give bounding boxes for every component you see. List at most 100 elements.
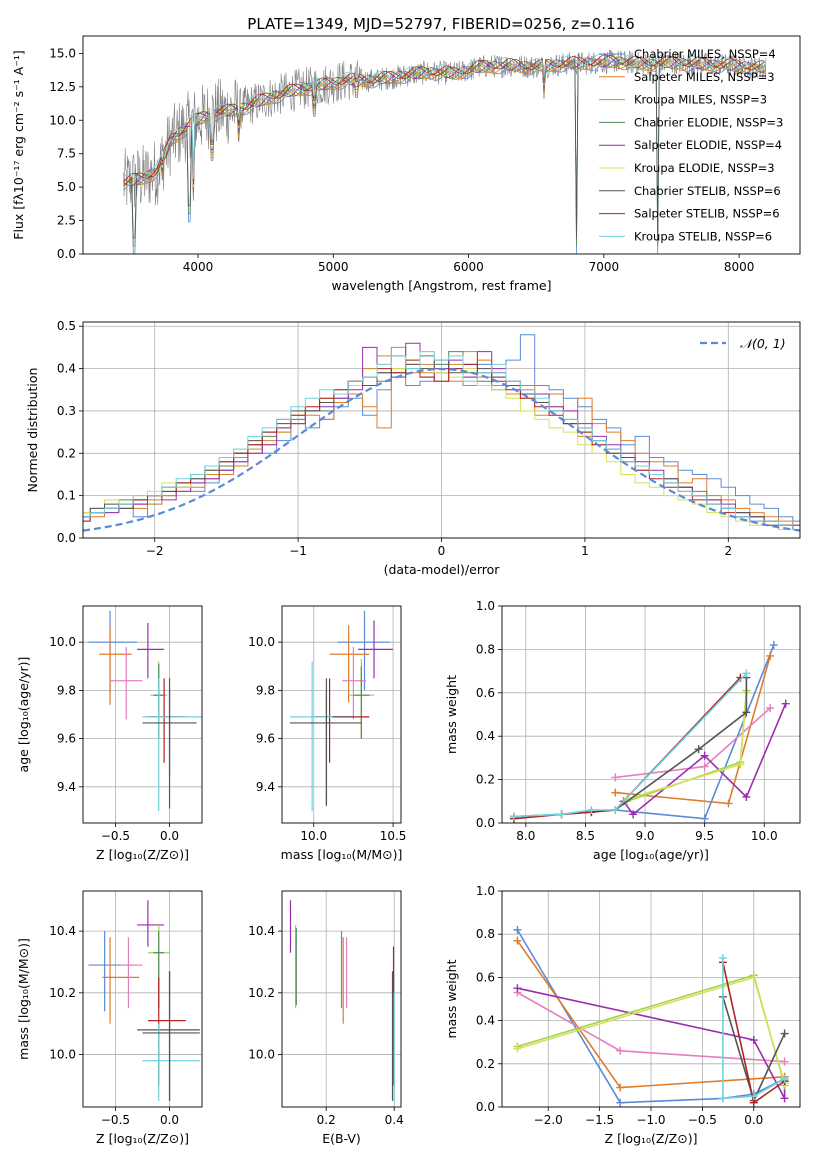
histogram-chabrier_elodie (83, 351, 800, 530)
series-line-pink (615, 707, 771, 779)
y-tick-label: 0.2 (476, 1057, 495, 1071)
figure-title: PLATE=1349, MJD=52797, FIBERID=0256, z=0… (247, 15, 634, 33)
panel-mass_vs_ebv: 0.2 0.4 10.0 10.2 10.4 E(B-V) (248, 890, 404, 1146)
point-marker (749, 1036, 758, 1045)
point-marker (742, 708, 751, 717)
point-marker (742, 669, 751, 678)
point-marker (700, 814, 709, 823)
y-tick-label: 9.8 (256, 683, 275, 697)
panel-age_vs_z: −0.5 0.0 9.4 9.6 9.8 10.0 Z [log₁₀(Z/Z⊙)] age [… (16, 605, 203, 862)
legend-label: Salpeter ELODIE, NSSP=4 (634, 138, 782, 152)
x-axis-label: E(B-V) (322, 1131, 361, 1146)
normal-curve (83, 367, 800, 532)
axes-frame (82, 35, 801, 255)
series-line-kroupa_stelib (722, 958, 785, 1100)
point-marker (781, 699, 790, 708)
histogram-salpeter_stelib (83, 359, 800, 530)
y-tick-label: 0.0 (476, 1100, 495, 1114)
axes-frame (281, 890, 402, 1108)
panel-age_vs_mass: 10.0 10.5 9.4 9.6 9.8 10.0 mass [log₁₀(M/M⊙)] (248, 605, 406, 862)
legend-label: Salpeter STELIB, NSSP=6 (634, 207, 780, 221)
y-tick-label: 10.4 (248, 924, 275, 938)
y-tick-label: 0.4 (476, 1014, 495, 1028)
point-marker (616, 1046, 625, 1055)
point-marker (724, 799, 733, 808)
axes-frame (82, 321, 801, 539)
y-tick-label: 0.5 (57, 319, 76, 333)
series-line-kroupa_stelib (513, 672, 747, 818)
x-tick-label: −1 (289, 544, 307, 558)
model-line-salpeter_stelib (123, 54, 765, 183)
legend-label: Salpeter MILES, NSSP=3 (634, 70, 775, 84)
y-tick-label: 10.0 (49, 113, 76, 127)
y-tick-label: 7.5 (57, 147, 76, 161)
y-axis-label: Normed distribution (25, 368, 40, 493)
point-marker (749, 973, 758, 982)
x-tick-label: 8000 (724, 260, 755, 274)
plot-area (83, 334, 800, 532)
point-marker (513, 925, 522, 934)
y-axis-label: age [log₁₀(age/yr)] (16, 657, 31, 773)
x-tick-label: −0.5 (688, 1113, 717, 1127)
x-axis-label: wavelength [Angstrom, rest frame] (331, 278, 551, 293)
spectrum-data-line (123, 49, 767, 208)
plot-area (513, 925, 789, 1107)
panel-spectrum: 4000 5000 6000 7000 8000 0.0 2.5 5.0 7.5 10.0 12.5… (11, 35, 801, 293)
y-tick-label: 12.5 (49, 80, 76, 94)
y-tick-label: 0.4 (476, 729, 495, 743)
x-tick-label: 9.5 (695, 829, 714, 843)
histogram-salpeter_elodie (83, 342, 800, 526)
y-tick-label: 0.0 (57, 247, 76, 261)
x-axis-label: Z [log₁₀(Z/Z⊙)] (96, 847, 189, 862)
axes-frame (82, 890, 203, 1108)
point-marker (780, 1094, 789, 1103)
y-tick-label: 9.6 (256, 732, 275, 746)
y-tick-label: 0.3 (57, 404, 76, 418)
histogram-kroupa_stelib (83, 351, 800, 530)
legend-label: 𝒩(0, 1) (740, 336, 786, 351)
x-tick-label: 0.2 (317, 1113, 336, 1127)
y-tick-label: 0.0 (476, 816, 495, 830)
y-tick-label: 10.4 (49, 924, 76, 938)
y-tick-label: 0.2 (57, 446, 76, 460)
point-marker (629, 810, 638, 819)
point-marker (769, 641, 778, 650)
y-tick-label: 0.6 (476, 686, 495, 700)
point-marker (557, 810, 566, 819)
model-line-kroupa_stelib (123, 53, 766, 180)
y-tick-label: 1.0 (476, 884, 495, 898)
model-line-chabrier_miles (123, 59, 765, 254)
plot-area (289, 900, 395, 1101)
x-tick-label: 8.5 (576, 829, 595, 843)
x-tick-label: 10.0 (751, 829, 778, 843)
point-marker (780, 1074, 789, 1083)
legend-label: Chabrier ELODIE, NSSP=3 (634, 115, 783, 129)
y-tick-label: 10.0 (248, 1048, 275, 1062)
point-marker (611, 788, 620, 797)
x-tick-label: −1.5 (585, 1113, 614, 1127)
y-tick-label: 0.4 (57, 362, 76, 376)
point-marker (766, 703, 775, 712)
panel-weight_vs_z: −2.0 −1.5 −1.0 −0.5 0.0 0.0 0.2 0.4 0.6 0.8 1.0 Z [… (444, 884, 801, 1146)
y-tick-label: 0.8 (476, 642, 495, 656)
axes-frame (281, 605, 402, 824)
y-axis-label: Flux [fλ10⁻¹⁷ erg cm⁻² s⁻¹ A⁻¹] (11, 50, 26, 239)
x-tick-label: 4000 (183, 260, 214, 274)
x-tick-label: −0.5 (101, 829, 130, 843)
x-tick-label: 1 (581, 544, 589, 558)
axes-frame (82, 605, 203, 824)
point-marker (718, 953, 727, 962)
y-tick-label: 0.8 (476, 927, 495, 941)
plot-area (123, 49, 767, 254)
y-tick-label: 10.0 (248, 635, 275, 649)
series-line-chabrier_stelib (513, 677, 748, 818)
point-marker (616, 1083, 625, 1092)
y-tick-label: 5.0 (57, 180, 76, 194)
x-axis-label: (data-model)/error (384, 562, 501, 577)
point-marker (513, 984, 522, 993)
axes-frame (501, 605, 801, 824)
point-marker (509, 812, 518, 821)
plot-area (88, 610, 202, 811)
x-tick-label: 8.0 (516, 829, 535, 843)
x-tick-label: 0.0 (160, 829, 179, 843)
